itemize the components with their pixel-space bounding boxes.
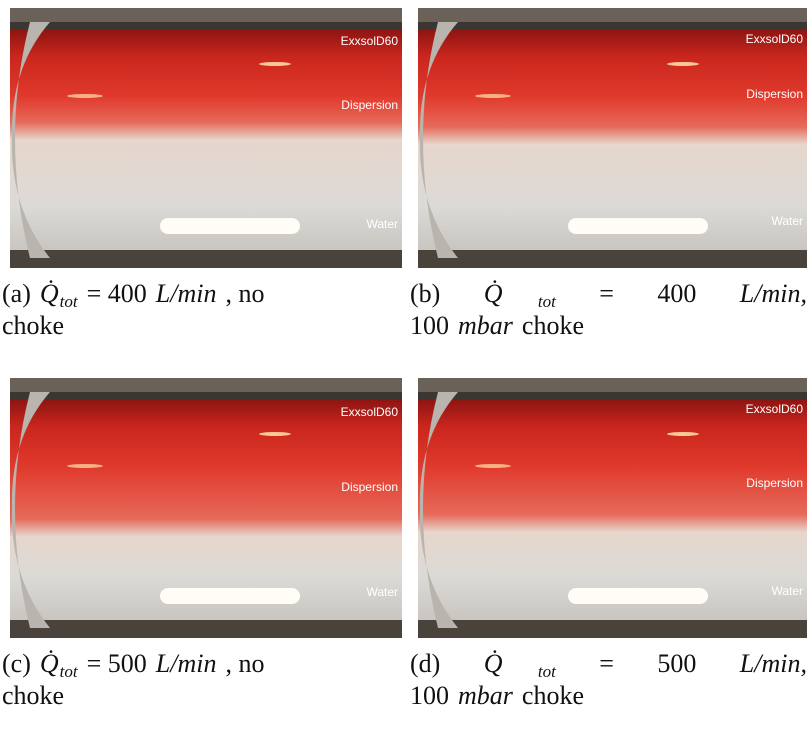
caption-text: tot xyxy=(538,656,556,688)
caption-text: choke xyxy=(2,310,64,342)
caption-text: (c) xyxy=(2,648,31,680)
lamp xyxy=(160,588,300,604)
caption: (c) Q̇tot = 500 L/min, no choke xyxy=(2,648,402,712)
photo: ExxsolD60 Dispersion Water xyxy=(418,8,807,268)
caption: (a) Q̇tot = 400 L/min, no choke xyxy=(2,278,402,342)
caption-text: Q̇ xyxy=(484,648,503,680)
caption-text: tot xyxy=(60,286,78,318)
caption-text: tot xyxy=(60,656,78,688)
frame xyxy=(418,378,807,392)
photo: ExxsolD60 Dispersion Water xyxy=(10,8,402,268)
photo: ExxsolD60 Dispersion Water xyxy=(10,378,402,638)
support xyxy=(418,250,807,268)
caption-text: = 400 xyxy=(87,278,147,310)
phase-label: ExxsolD60 xyxy=(341,34,399,48)
lamp xyxy=(568,588,708,604)
phase-label: Water xyxy=(366,217,398,231)
frame xyxy=(10,8,402,22)
reflection xyxy=(475,464,511,468)
phase-label: Dispersion xyxy=(341,480,398,494)
reflection xyxy=(67,464,103,468)
caption-text: 500 xyxy=(657,648,696,680)
lamp xyxy=(568,218,708,234)
caption-text: choke xyxy=(2,680,64,712)
caption-text: Q̇ xyxy=(40,278,59,310)
phase-label: Dispersion xyxy=(341,98,398,112)
caption-text: , no xyxy=(225,278,264,310)
frame xyxy=(418,8,807,22)
caption-text: L/min xyxy=(156,278,217,310)
phase-label: ExxsolD60 xyxy=(746,32,804,46)
phase-label: ExxsolD60 xyxy=(746,402,804,416)
support xyxy=(10,250,402,268)
caption-text: Q̇ xyxy=(40,648,59,680)
caption-text: (a) xyxy=(2,278,31,310)
phase-label: Water xyxy=(366,585,398,599)
caption-text: (d) xyxy=(410,648,440,680)
caption-text: L/min, xyxy=(740,648,807,680)
reflection xyxy=(667,62,699,66)
caption-text: L/min, xyxy=(740,278,807,310)
caption-text: (b) xyxy=(410,278,440,310)
photo: ExxsolD60 Dispersion Water xyxy=(418,378,807,638)
caption-text: tot xyxy=(538,286,556,318)
phase-label: Water xyxy=(771,584,803,598)
support xyxy=(418,620,807,638)
lamp xyxy=(160,218,300,234)
reflection xyxy=(67,94,103,98)
page: ExxsolD60DispersionWater(a)Q̇tot= 400L/m… xyxy=(0,0,807,734)
caption-text: = xyxy=(599,648,614,680)
caption-text: Q̇ xyxy=(484,278,503,310)
reflection xyxy=(259,62,291,66)
phase-label: ExxsolD60 xyxy=(341,405,399,419)
reflection xyxy=(259,432,291,436)
phase-label: Dispersion xyxy=(746,87,803,101)
frame xyxy=(10,378,402,392)
pipe xyxy=(418,30,807,250)
caption-text: mbar xyxy=(458,680,513,712)
caption-text: = 500 xyxy=(87,648,147,680)
caption-text: 100 xyxy=(410,680,449,712)
phase-label: Water xyxy=(771,214,803,228)
caption-text: = xyxy=(599,278,614,310)
reflection xyxy=(475,94,511,98)
caption-text: mbar xyxy=(458,310,513,342)
caption-text: , no xyxy=(225,648,264,680)
caption-text: L/min xyxy=(156,648,217,680)
phase-label: Dispersion xyxy=(746,476,803,490)
caption-text: 100 xyxy=(410,310,449,342)
caption-text: 400 xyxy=(657,278,696,310)
pipe xyxy=(10,400,402,620)
support xyxy=(10,620,402,638)
pipe xyxy=(10,30,402,250)
reflection xyxy=(667,432,699,436)
pipe xyxy=(418,400,807,620)
